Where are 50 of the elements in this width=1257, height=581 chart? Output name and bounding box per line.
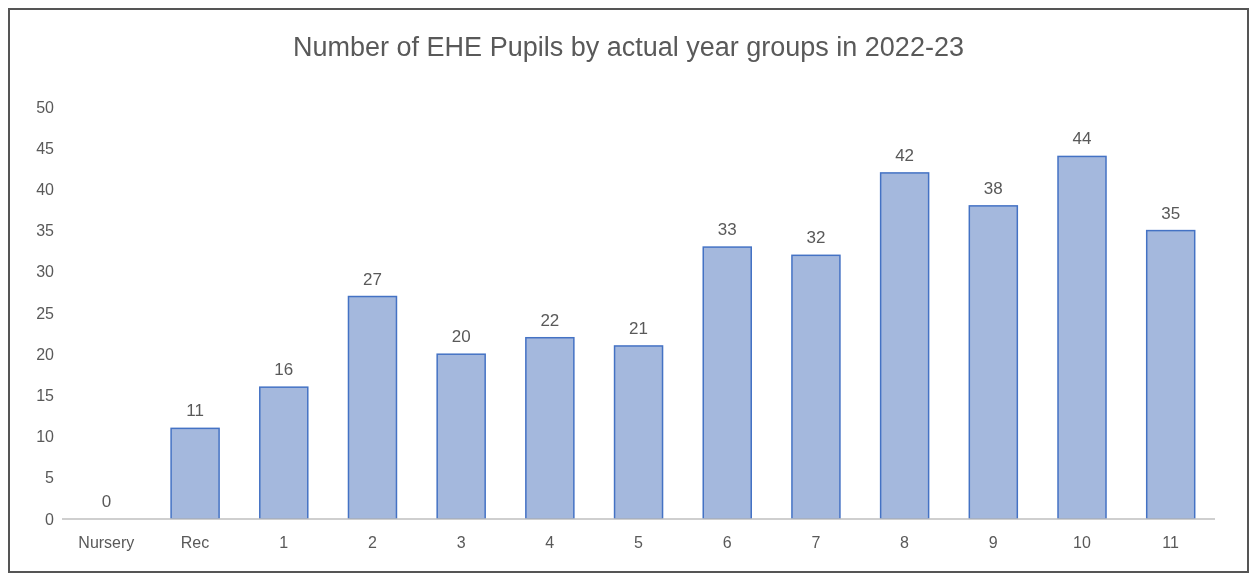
x-tick-label: 1 bbox=[279, 534, 289, 552]
data-label: 32 bbox=[806, 228, 826, 248]
bar bbox=[347, 295, 398, 519]
data-label: 38 bbox=[983, 178, 1003, 198]
x-tick-label: 5 bbox=[634, 534, 644, 552]
bar bbox=[1057, 155, 1107, 519]
x-tick-label: Rec bbox=[180, 534, 210, 552]
x-tick-label: 11 bbox=[1162, 534, 1180, 552]
data-label: 27 bbox=[363, 269, 382, 289]
data-label: 0 bbox=[101, 492, 112, 511]
data-label: 35 bbox=[1161, 203, 1181, 223]
y-tick-label: 30 bbox=[36, 263, 55, 281]
x-tick-label: 2 bbox=[367, 534, 377, 552]
y-tick-label: 25 bbox=[36, 304, 55, 322]
y-tick-label: 45 bbox=[36, 139, 55, 157]
bar bbox=[879, 172, 930, 519]
x-tick-label: 8 bbox=[900, 534, 910, 552]
bar bbox=[968, 205, 1019, 519]
y-tick-label: 35 bbox=[36, 222, 55, 240]
y-tick-label: 0 bbox=[45, 510, 55, 528]
bar bbox=[525, 336, 575, 519]
x-tick-label: 7 bbox=[811, 534, 821, 552]
data-label: 44 bbox=[1072, 129, 1092, 149]
x-tick-label: 9 bbox=[988, 534, 998, 552]
bar bbox=[436, 353, 486, 519]
bar bbox=[791, 254, 841, 519]
chart-title: Number of EHE Pupils by actual year groups in 2022-23 bbox=[292, 32, 965, 63]
y-tick-label: 5 bbox=[45, 469, 55, 487]
x-tick-label: 3 bbox=[456, 534, 466, 552]
bar bbox=[259, 386, 309, 519]
data-label: 33 bbox=[717, 220, 737, 240]
y-tick-label: 15 bbox=[36, 387, 55, 405]
data-label: 42 bbox=[895, 145, 915, 165]
x-tick-label: 10 bbox=[1073, 534, 1091, 552]
bar bbox=[702, 246, 752, 519]
data-label: 20 bbox=[451, 327, 471, 347]
data-label: 16 bbox=[274, 360, 294, 380]
bar bbox=[170, 427, 220, 519]
x-tick-label: 6 bbox=[722, 534, 732, 552]
x-tick-label: Nursery bbox=[78, 534, 135, 552]
y-tick-label: 10 bbox=[36, 428, 55, 446]
bar bbox=[1145, 229, 1196, 519]
x-tick-label: 4 bbox=[545, 534, 555, 552]
y-tick-label: 50 bbox=[36, 98, 55, 116]
data-label: 21 bbox=[629, 318, 649, 338]
y-tick-label: 20 bbox=[36, 345, 55, 363]
data-label: 11 bbox=[186, 401, 204, 421]
bar bbox=[613, 345, 664, 519]
y-tick-label: 40 bbox=[36, 181, 55, 199]
data-label: 22 bbox=[540, 310, 560, 330]
